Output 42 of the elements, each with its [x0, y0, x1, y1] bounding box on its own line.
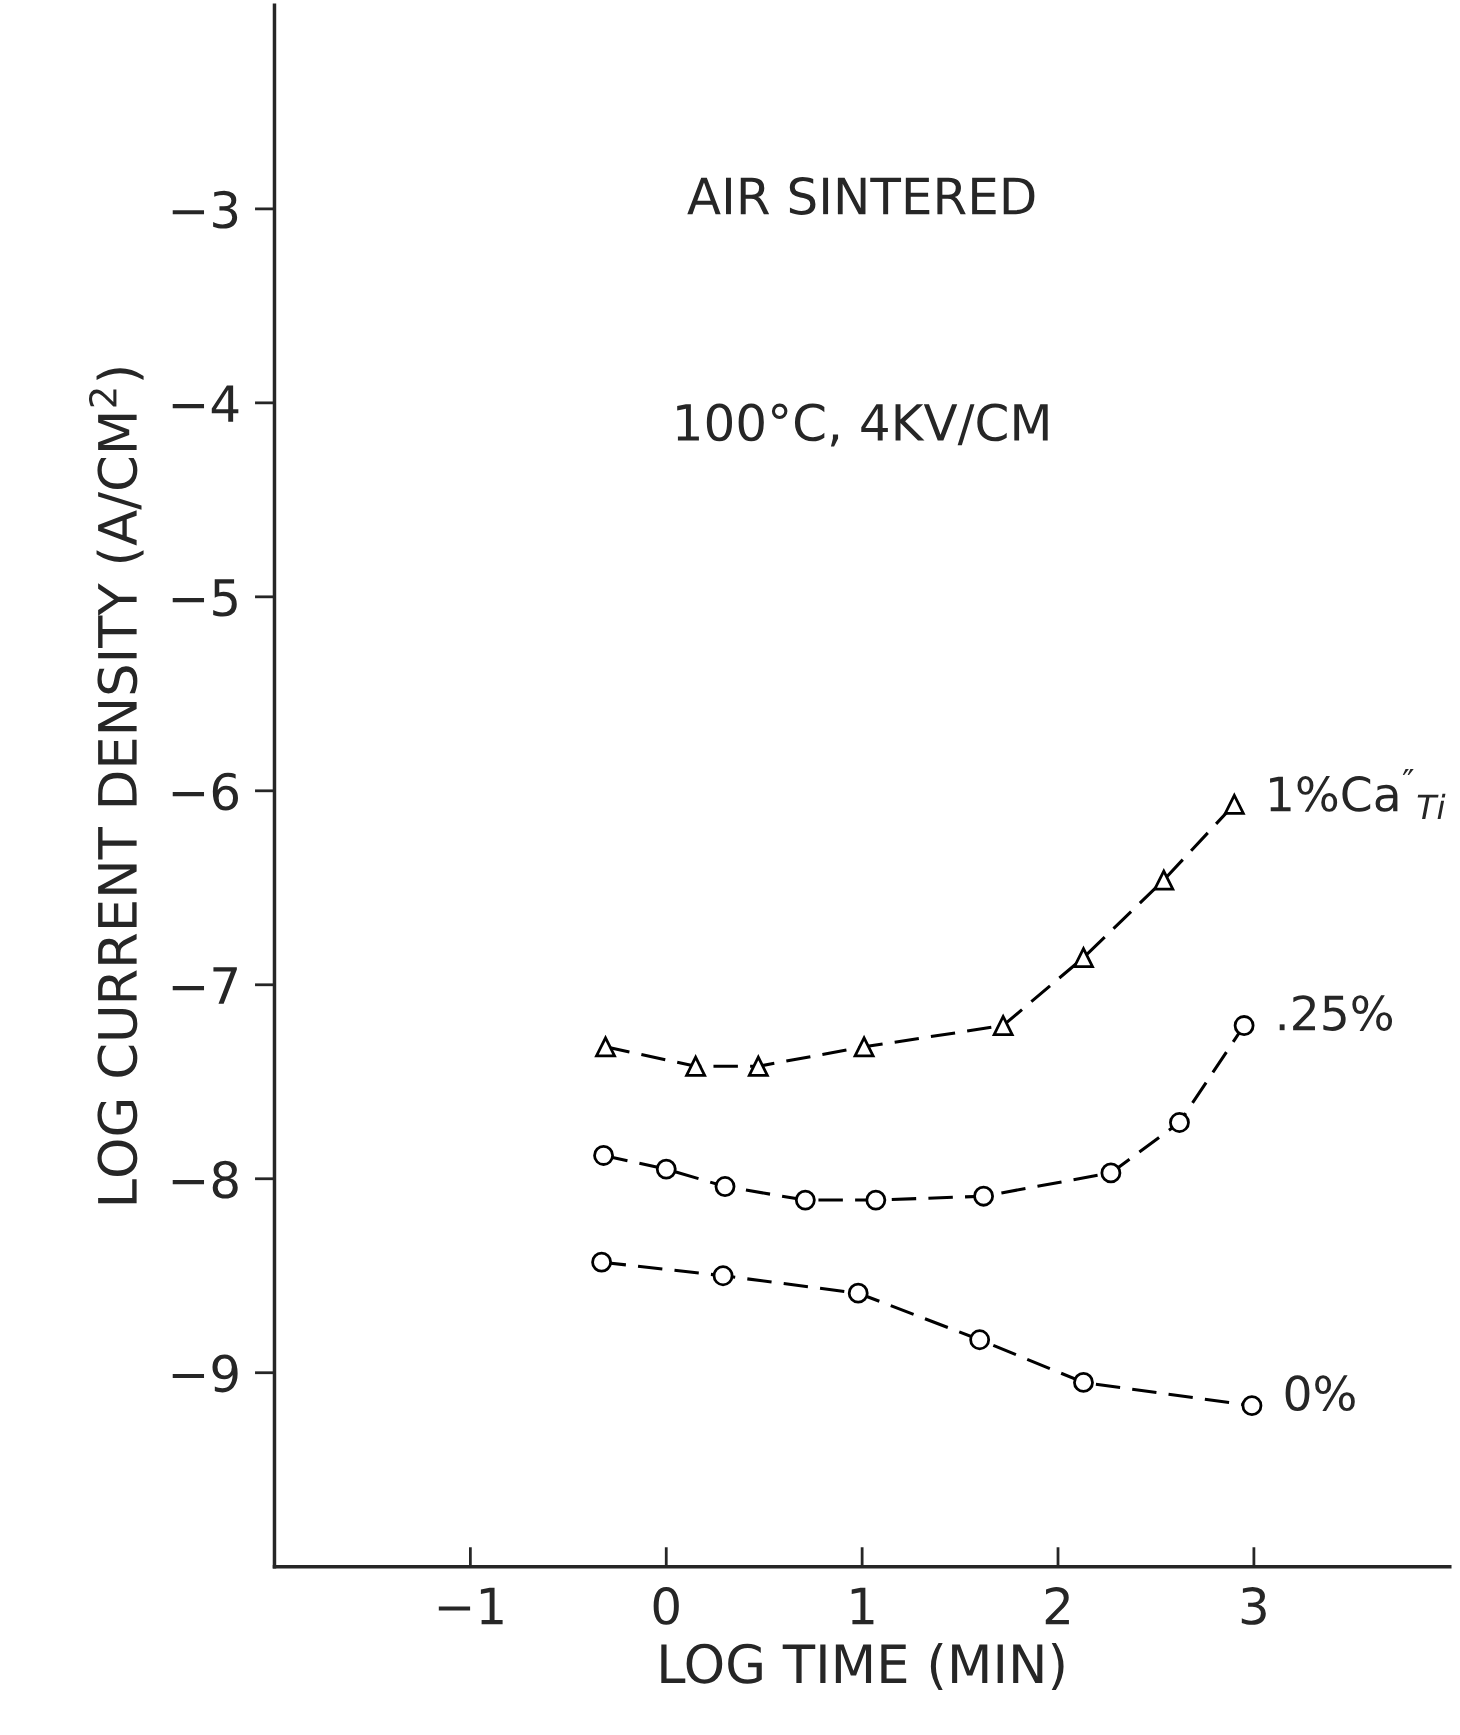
y-tick-label: −9 — [172, 1354, 238, 1393]
point — [865, 1189, 887, 1211]
point — [1153, 869, 1175, 891]
text: AIR SINTERED — [687, 177, 1035, 215]
point — [992, 1015, 1014, 1036]
point — [593, 1145, 614, 1166]
series-label: 1%Ca$^{″}$$_{Ti}$ — [1270, 768, 1446, 819]
point — [853, 1036, 875, 1058]
point — [714, 1176, 736, 1197]
y-tick-label: −6 — [172, 772, 238, 811]
y-tick-label: −4 — [172, 385, 239, 422]
x-axis-title: LOG TIME (MIN) — [661, 1642, 1064, 1690]
point — [847, 1282, 869, 1304]
point — [1241, 1395, 1263, 1417]
point — [591, 1251, 613, 1273]
y-axis-title: LOG CURRENT DENSITY (A/CM$^{2}$) — [88, 368, 144, 1204]
point — [747, 1055, 769, 1077]
point — [1233, 1015, 1255, 1036]
point — [685, 1055, 707, 1077]
point — [1169, 1112, 1190, 1133]
x-tick-label: 2 — [1045, 1587, 1069, 1625]
point — [1100, 1162, 1122, 1184]
point — [655, 1158, 677, 1180]
point — [1223, 793, 1245, 815]
point — [973, 1185, 994, 1207]
series-label: 0% — [1285, 1375, 1355, 1412]
y-tick-label: −5 — [172, 579, 237, 617]
point — [1073, 1372, 1094, 1393]
series-label: .25% — [1279, 995, 1393, 1031]
x-tick-label: 0 — [653, 1587, 679, 1625]
x-tick-label: −1 — [438, 1587, 503, 1625]
point — [712, 1265, 734, 1287]
x-tick-label: 1 — [851, 1587, 874, 1625]
y-tick-label: −8 — [172, 1160, 238, 1199]
y-tick-label: −7 — [172, 967, 237, 1004]
y-tick-label: −3 — [172, 190, 238, 229]
point — [969, 1329, 991, 1351]
point — [595, 1036, 616, 1058]
text: 100°C, 4KV/CM — [677, 403, 1048, 447]
point — [794, 1189, 816, 1211]
point — [1073, 947, 1094, 969]
x-tick-label: 3 — [1241, 1587, 1266, 1625]
